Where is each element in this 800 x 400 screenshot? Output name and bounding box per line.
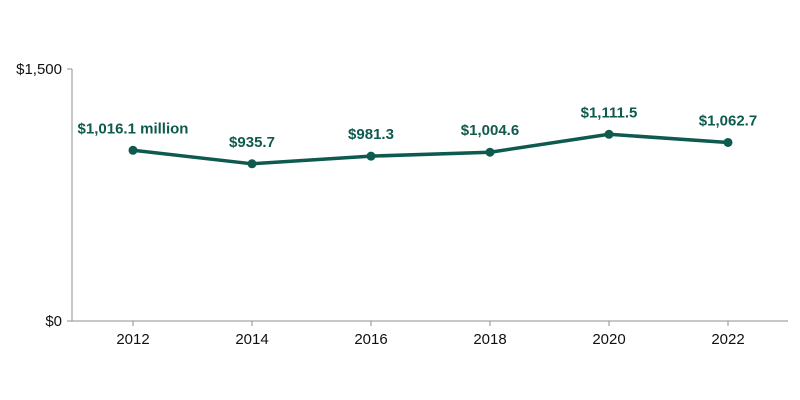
data-point — [604, 129, 614, 139]
data-label: $1,111.5 — [581, 104, 638, 121]
data-point — [128, 145, 138, 155]
data-label: $1,016.1 million — [78, 120, 189, 137]
data-point — [366, 151, 376, 161]
y-tick-label: $1,500 — [16, 61, 62, 78]
x-tick-label: 2014 — [235, 331, 268, 348]
data-point — [247, 159, 257, 169]
data-point — [723, 137, 733, 147]
data-label: $981.3 — [348, 126, 394, 143]
x-tick-label: 2018 — [473, 331, 506, 348]
x-tick-label: 2020 — [592, 331, 625, 348]
x-tick-label: 2022 — [711, 331, 744, 348]
series-layer — [128, 129, 733, 169]
data-label: $1,062.7 — [699, 112, 757, 129]
data-point — [485, 147, 495, 157]
data-labels-layer: $1,016.1 million $935.7 $981.3 $1,004.6 $1,1… — [78, 104, 758, 151]
y-tick-label: $0 — [45, 313, 62, 330]
data-label: $935.7 — [229, 134, 275, 151]
ticks-layer: $0 $1,500 2012 2014 2016 2018 2020 2022 — [16, 61, 745, 348]
series-line — [131, 132, 730, 166]
x-tick-label: 2016 — [354, 331, 387, 348]
x-tick-label: 2012 — [116, 331, 149, 348]
data-label: $1,004.6 — [461, 122, 519, 139]
axes-layer — [71, 69, 788, 322]
